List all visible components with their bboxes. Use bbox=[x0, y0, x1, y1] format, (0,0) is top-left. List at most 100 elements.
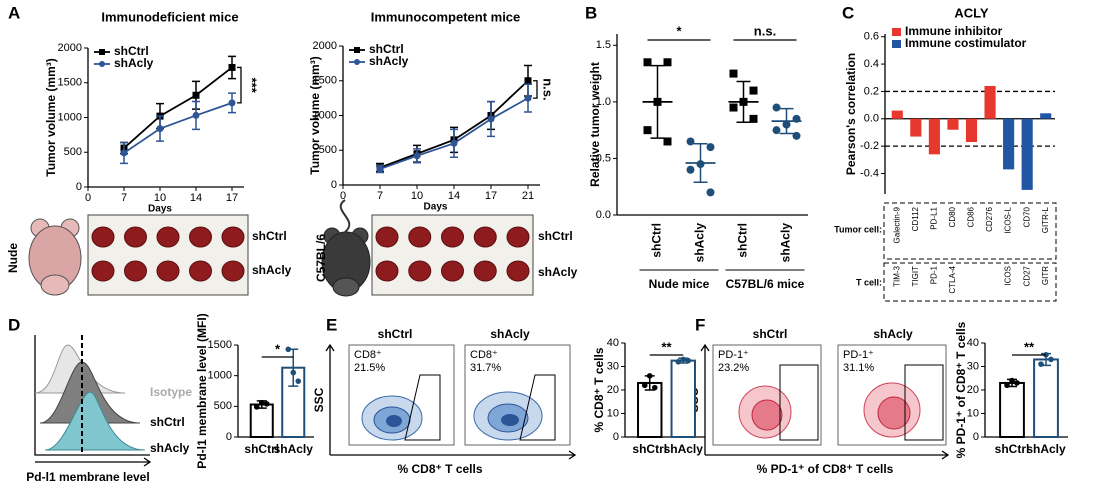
flow-plots-cd8 bbox=[325, 343, 577, 460]
tumor bbox=[441, 226, 464, 248]
x-tick-label: shCtrl bbox=[736, 223, 750, 258]
marker bbox=[643, 126, 652, 135]
c57-mouse bbox=[321, 199, 371, 297]
t-cell-gene: TIM-3 bbox=[892, 265, 901, 286]
histogram-label: shAcly bbox=[150, 441, 190, 455]
tumor bbox=[441, 260, 464, 282]
y-axis-label: % CD8⁺ T cells bbox=[592, 347, 606, 432]
y-tick-label: 0 bbox=[613, 431, 619, 443]
x-tick-label: shCtrl bbox=[650, 223, 664, 258]
error-bar bbox=[736, 80, 751, 123]
x-tick-label: 10 bbox=[411, 190, 423, 202]
marker bbox=[686, 137, 695, 146]
x-tick-label: shAcly bbox=[1026, 442, 1066, 456]
panel-label: B bbox=[585, 3, 597, 22]
tumor bbox=[124, 226, 147, 248]
y-tick-label: 20 bbox=[967, 384, 979, 396]
y-tick-label: 10 bbox=[967, 407, 979, 419]
point bbox=[290, 369, 297, 376]
tumor bbox=[375, 226, 399, 248]
y-axis-label: Relative tumor weight bbox=[588, 62, 602, 187]
photo-row-label: shAcly bbox=[538, 265, 578, 279]
y-tick-label: 0.5 bbox=[596, 152, 611, 164]
y-tick-label: -0.4 bbox=[860, 167, 879, 179]
annotation: ** bbox=[661, 339, 672, 354]
y-axis-label: Pearson's correlation bbox=[844, 53, 858, 175]
flow-gate: CD8⁺ bbox=[470, 349, 498, 361]
x-tick-label: 14 bbox=[448, 190, 460, 202]
x-tick-label: shAcly bbox=[693, 223, 707, 263]
y-tick-label: 2000 bbox=[313, 40, 337, 52]
y-tick-label: 30 bbox=[607, 360, 619, 372]
x-tick-label: shCtrl bbox=[995, 442, 1030, 456]
marker bbox=[706, 143, 715, 152]
x-tick-label: 21 bbox=[522, 190, 534, 202]
tumor-gene: GITR-L bbox=[1041, 206, 1050, 233]
tumor bbox=[124, 260, 147, 282]
y-tick-label: 0.0 bbox=[864, 113, 879, 125]
y-tick-label: 1.5 bbox=[596, 39, 611, 51]
marker bbox=[749, 86, 758, 95]
t-cell-gene: GITR bbox=[1041, 266, 1050, 285]
tumor bbox=[221, 260, 245, 282]
bar bbox=[891, 110, 903, 119]
panel-label: D bbox=[8, 315, 20, 334]
y-tick-label: 0.6 bbox=[864, 31, 879, 43]
legend-label: shAcly bbox=[369, 54, 409, 68]
flow-gate: PD-1⁺ bbox=[718, 349, 749, 361]
x-tick-label: 17 bbox=[485, 190, 497, 202]
t-cell-gene: PD-1 bbox=[929, 265, 938, 284]
legend-label: Immune inhibitor bbox=[905, 24, 1003, 38]
y-tick-label: 1000 bbox=[313, 109, 337, 121]
x-tick-label: shAcly bbox=[274, 442, 314, 456]
marker bbox=[99, 49, 105, 55]
point bbox=[263, 401, 270, 407]
tumor-gene: ICOS-L bbox=[1004, 206, 1013, 233]
point bbox=[258, 399, 265, 406]
x-tick-label: 10 bbox=[154, 192, 166, 204]
x-tick-label: 14 bbox=[190, 192, 202, 204]
strain-label: C57BL/6 bbox=[314, 234, 328, 282]
x-tick-label: shAcly bbox=[779, 223, 793, 263]
y-tick-label: 20 bbox=[607, 384, 619, 396]
marker bbox=[120, 149, 128, 157]
y-axis-label: Tumor volume (mm³) bbox=[308, 56, 322, 174]
histogram-x-label: Pd-l1 membrane level bbox=[26, 470, 149, 484]
tumor bbox=[408, 260, 432, 282]
flow-group: shCtrl bbox=[753, 327, 788, 341]
point bbox=[675, 359, 682, 365]
y-tick-label: 500 bbox=[214, 400, 232, 412]
flow-group: shCtrl bbox=[378, 327, 413, 341]
y-tick-label: 500 bbox=[319, 144, 337, 156]
t-cell-gene: ICOS bbox=[1004, 266, 1013, 286]
flow-y-label: SSC bbox=[312, 387, 326, 412]
y-axis-label: Tumor volume (mm³) bbox=[44, 58, 58, 176]
photo-row-label: shCtrl bbox=[252, 229, 287, 243]
y-tick-label: 0.2 bbox=[864, 85, 879, 97]
group-label: Nude mice bbox=[649, 277, 710, 291]
point bbox=[685, 357, 692, 364]
point bbox=[646, 373, 653, 379]
marker bbox=[792, 131, 801, 140]
y-tick-label: 40 bbox=[967, 337, 979, 349]
x-tick-label: 7 bbox=[377, 190, 383, 202]
tumor-gene: CD276 bbox=[985, 206, 994, 231]
marker bbox=[729, 69, 738, 78]
marker bbox=[706, 188, 715, 197]
line bbox=[123, 66, 233, 149]
marker bbox=[192, 111, 200, 119]
marker bbox=[228, 99, 236, 107]
x-tick-label: shCtrl bbox=[244, 442, 279, 456]
point bbox=[1038, 361, 1044, 367]
tumor bbox=[189, 226, 212, 248]
chart-title: Immunocompetent mice bbox=[371, 9, 521, 24]
bracket bbox=[237, 66, 242, 104]
y-tick-label: 1000 bbox=[58, 111, 82, 123]
error-bar bbox=[693, 142, 708, 183]
t-cell-gene: TIGIT bbox=[911, 266, 920, 287]
panel-label: C bbox=[842, 3, 854, 22]
bar bbox=[984, 85, 996, 119]
x-tick-label: 0 bbox=[340, 190, 346, 202]
bracket bbox=[533, 80, 538, 99]
